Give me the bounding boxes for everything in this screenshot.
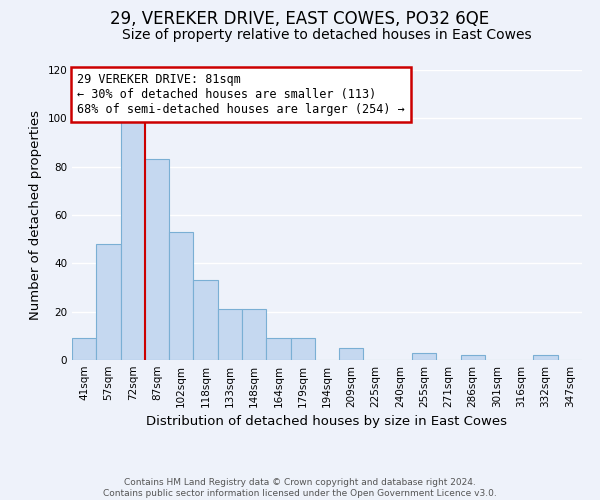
Bar — [533, 355, 558, 360]
Bar — [169, 232, 193, 360]
Bar — [412, 353, 436, 360]
Bar — [290, 338, 315, 360]
Bar — [193, 280, 218, 360]
Bar — [461, 355, 485, 360]
Bar — [121, 120, 145, 360]
Bar — [242, 309, 266, 360]
Bar — [96, 244, 121, 360]
Bar — [218, 309, 242, 360]
Text: 29, VEREKER DRIVE, EAST COWES, PO32 6QE: 29, VEREKER DRIVE, EAST COWES, PO32 6QE — [110, 10, 490, 28]
X-axis label: Distribution of detached houses by size in East Cowes: Distribution of detached houses by size … — [146, 416, 508, 428]
Title: Size of property relative to detached houses in East Cowes: Size of property relative to detached ho… — [122, 28, 532, 42]
Text: 29 VEREKER DRIVE: 81sqm
← 30% of detached houses are smaller (113)
68% of semi-d: 29 VEREKER DRIVE: 81sqm ← 30% of detache… — [77, 73, 405, 116]
Bar — [72, 338, 96, 360]
Text: Contains HM Land Registry data © Crown copyright and database right 2024.
Contai: Contains HM Land Registry data © Crown c… — [103, 478, 497, 498]
Bar — [339, 348, 364, 360]
Bar — [145, 160, 169, 360]
Y-axis label: Number of detached properties: Number of detached properties — [29, 110, 42, 320]
Bar — [266, 338, 290, 360]
